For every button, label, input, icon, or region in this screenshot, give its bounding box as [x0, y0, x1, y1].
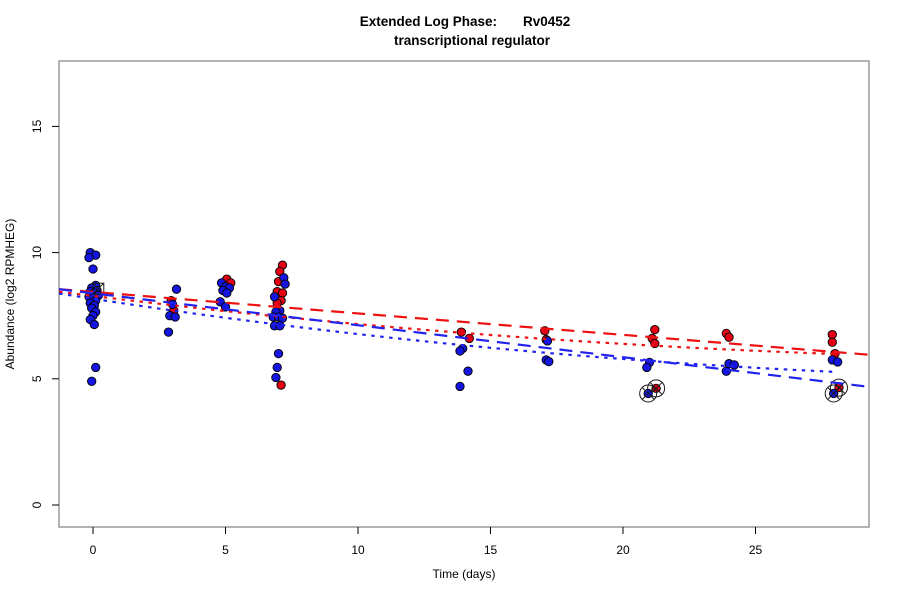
flagged-points-layer — [92, 282, 848, 403]
y-axis-title: Abundance (log2 RPMHEG) — [3, 219, 17, 370]
circle-x-marker — [824, 384, 843, 403]
y-tick-label: 5 — [30, 375, 44, 382]
blue-data-point — [455, 381, 465, 392]
y-tick-label: 10 — [30, 246, 44, 260]
red-data-point — [650, 324, 660, 335]
blue-data-point — [280, 279, 290, 289]
square-x-marker — [92, 282, 105, 295]
red-data-point — [277, 288, 288, 298]
blue-data-point — [463, 366, 473, 376]
x-tick-label: 15 — [484, 543, 498, 557]
x-axis-title: Time (days) — [433, 567, 496, 581]
square-x-marker — [92, 282, 105, 295]
blue-data-point — [272, 362, 282, 373]
blue-data-point — [87, 376, 97, 386]
circle-x-marker — [639, 384, 658, 403]
plot-border-box — [58, 60, 870, 528]
blue-data-point — [163, 327, 174, 337]
y-tick-label: 15 — [30, 119, 44, 133]
red-data-point — [456, 327, 467, 337]
plot-title-line1-left: Extended Log Phase: — [360, 14, 497, 29]
x-tick-label: 0 — [90, 543, 97, 557]
blue-dotted-trend-line — [58, 292, 838, 374]
blue-data-point — [833, 357, 843, 367]
x-tick-label: 10 — [351, 543, 365, 557]
blue-data-point — [455, 346, 465, 356]
blue-data-point — [91, 362, 101, 373]
circle-x-marker — [641, 386, 655, 400]
circle-x-marker — [827, 386, 841, 400]
blue-data-point — [729, 360, 739, 370]
blue-data-point — [89, 319, 99, 330]
trend-lines-layer — [58, 288, 870, 388]
y-tick-label: 0 — [30, 501, 44, 508]
red-data-point — [724, 332, 734, 342]
y-axis-ticks: 0 5 10 15 — [30, 119, 59, 508]
red-dotted-trend-line — [58, 290, 838, 356]
blue-dashed-trend-line — [58, 288, 870, 388]
blue-data-point — [84, 252, 94, 263]
red-data-point — [827, 337, 837, 347]
blue-data-point — [222, 288, 232, 298]
blue-data-point — [642, 362, 652, 373]
blue-data-point — [170, 312, 180, 322]
x-axis-ticks: 0 5 10 15 20 25 — [90, 527, 763, 557]
circle-x-marker — [829, 378, 848, 397]
x-tick-label: 5 — [222, 543, 229, 557]
red-data-point — [827, 329, 837, 340]
x-tick-label: 20 — [616, 543, 630, 557]
blue-data-point — [271, 372, 281, 383]
blue-data-point — [171, 284, 182, 294]
red-data-point — [276, 380, 286, 390]
plot-title-gene: Rv0452 — [523, 14, 570, 29]
blue-data-point — [721, 366, 731, 376]
blue-data-point — [544, 356, 554, 367]
blue-data-point — [88, 264, 98, 274]
blue-data-point — [269, 292, 280, 302]
blue-data-point — [273, 348, 284, 359]
data-points-layer — [84, 247, 843, 392]
x-tick-label: 25 — [749, 543, 763, 557]
red-dashed-trend-line — [59, 288, 870, 356]
plot-title-line2: transcriptional regulator — [394, 33, 551, 48]
